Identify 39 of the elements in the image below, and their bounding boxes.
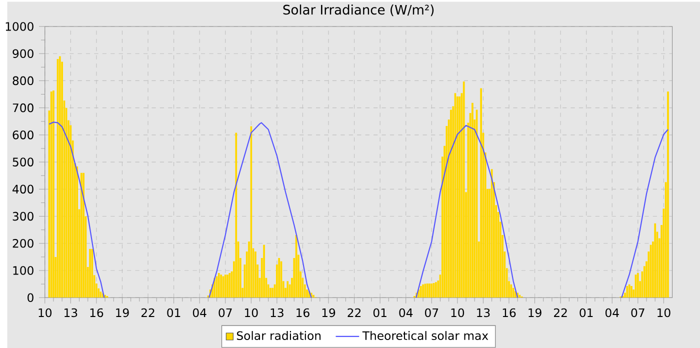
- y-tick-label: 700: [12, 103, 34, 112]
- x-tick-label: 07: [218, 308, 232, 318]
- y-tick-label: 600: [12, 130, 34, 140]
- x-tick-label: 22: [348, 308, 361, 317]
- x-tick-label: 04: [605, 308, 619, 318]
- y-tick-label: 200: [12, 238, 34, 248]
- x-tick-label: 10: [451, 308, 464, 318]
- x-tick-label: 01: [373, 308, 386, 318]
- legend-label: Solar radiation: [236, 330, 321, 340]
- y-tick-label: 1000: [6, 22, 34, 31]
- x-tick-label: 04: [192, 308, 206, 318]
- x-tick-label: 04: [399, 308, 413, 318]
- chart-title: Solar Irradiance (W/m²): [283, 4, 434, 16]
- x-tick-label: 16: [502, 308, 516, 318]
- legend-label: Theoretical solar max: [362, 330, 488, 340]
- y-tick-label: 500: [12, 158, 34, 166]
- x-tick-label: 01: [580, 308, 593, 318]
- x-tick-label: 19: [322, 308, 336, 318]
- x-tick-label: 19: [116, 308, 129, 318]
- x-tick-label: 13: [270, 308, 284, 318]
- x-tick-label: 07: [631, 308, 644, 318]
- x-tick-label: 01: [167, 308, 180, 318]
- x-tick-label: 19: [528, 308, 542, 318]
- x-tick-label: 22: [141, 308, 154, 317]
- x-tick-label: 16: [296, 308, 310, 318]
- x-tick-label: 13: [64, 308, 78, 318]
- x-tick-label: 07: [425, 308, 438, 318]
- x-tick-label: 16: [90, 308, 104, 318]
- x-tick-label: 10: [245, 308, 258, 318]
- x-tick-label: 13: [477, 308, 490, 318]
- y-tick-label: 800: [12, 76, 34, 86]
- y-tick-label: 300: [12, 212, 34, 221]
- y-tick-label: 900: [12, 49, 34, 58]
- y-tick-label: 400: [12, 184, 34, 194]
- y-tick-label: 0: [28, 293, 34, 302]
- x-tick-label: 22: [554, 308, 567, 317]
- x-tick-label: 10: [38, 308, 52, 318]
- y-tick-label: 100: [13, 266, 34, 275]
- x-tick-label: 10: [658, 308, 670, 318]
